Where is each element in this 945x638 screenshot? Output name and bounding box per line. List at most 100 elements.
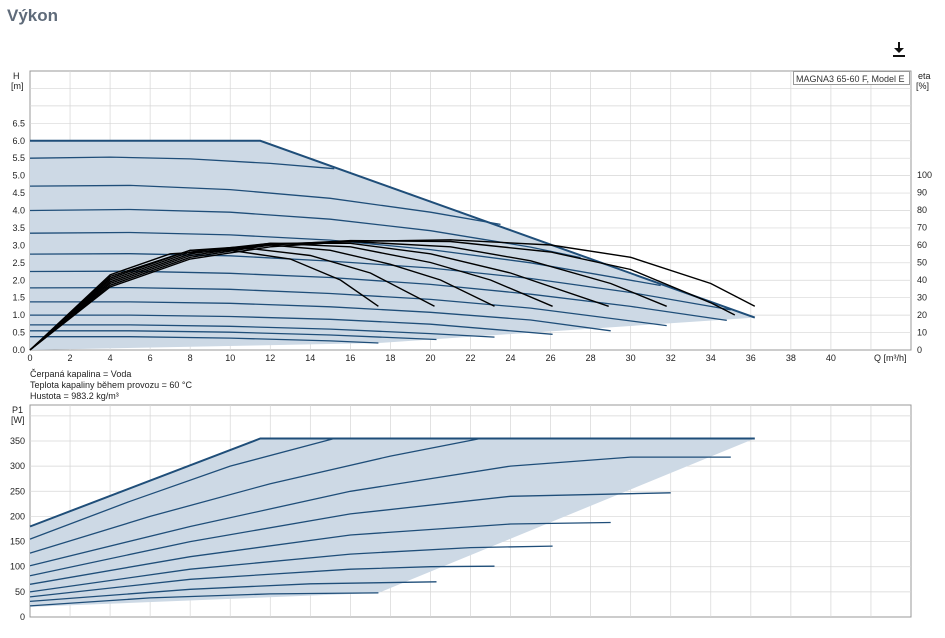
q-tick-label: 18 (385, 353, 395, 363)
power-axis-unit: [W] (11, 415, 25, 425)
q-tick-label: 40 (826, 353, 836, 363)
download-icon[interactable] (891, 41, 907, 57)
head-tick-label: 0.0 (12, 345, 25, 355)
power-axis-title: P1 (12, 405, 23, 415)
head-curve (30, 330, 437, 341)
eta-curve (29, 239, 736, 351)
power-tick-label: 250 (10, 486, 25, 496)
power-curve (29, 521, 611, 585)
density-label: Hustota = 983.2 kg/m³ (30, 391, 119, 401)
head-curve (30, 314, 553, 335)
power-tick-label: 50 (15, 587, 25, 597)
power-curve (29, 437, 481, 554)
eta-tick-label: 0 (917, 345, 922, 355)
q-tick-label: 6 (148, 353, 153, 363)
power-curve (29, 565, 495, 598)
q-tick-label: 0 (27, 353, 32, 363)
head-curve (29, 286, 667, 327)
power-curve (29, 592, 379, 607)
head-curve (29, 270, 727, 322)
head-tick-label: 2.5 (12, 258, 25, 268)
power-tick-label: 200 (10, 511, 25, 521)
head-tick-label: 6.0 (12, 136, 25, 146)
head-tick-label: 1.5 (12, 293, 25, 303)
eta-curve (29, 249, 379, 351)
power-tick-label: 300 (10, 461, 25, 471)
eta-tick-label: 20 (917, 310, 927, 320)
head-axis-unit: [m] (11, 81, 24, 91)
eta-curve (29, 242, 609, 351)
q-tick-label: 38 (786, 353, 796, 363)
power-curve (29, 545, 553, 593)
power-curve (29, 437, 335, 540)
q-tick-label: 22 (465, 353, 475, 363)
head-axis-title: H (13, 71, 20, 81)
q-tick-label: 16 (345, 353, 355, 363)
head-curve (29, 231, 661, 287)
temperature-label: Teplota kapaliny během provozu = 60 °C (30, 380, 192, 390)
q-tick-label: 14 (305, 353, 315, 363)
fluid-label: Čerpaná kapalina = Voda (30, 369, 132, 379)
head-tick-label: 4.0 (12, 206, 25, 216)
q-axis-label: Q [m³/h] (874, 353, 907, 363)
page-title: Výkon (7, 6, 59, 25)
power-curve (29, 456, 731, 567)
head-curve (29, 253, 731, 311)
head-curve (29, 184, 501, 226)
q-tick-label: 10 (225, 353, 235, 363)
eta-tick-label: 90 (917, 188, 927, 198)
eta-curve (29, 242, 553, 351)
power-chart: P1[W] 0 50 100 150 200 250 300 350 (10, 404, 912, 622)
q-tick-label: 20 (425, 353, 435, 363)
q-tick-label: 24 (506, 353, 516, 363)
head-curve (30, 301, 611, 332)
power-tick-label: 0 (20, 612, 25, 622)
head-tick-label: 6.5 (12, 118, 25, 128)
power-curve (29, 581, 437, 603)
q-tick-label: 26 (546, 353, 556, 363)
eta-tick-label: 10 (917, 328, 927, 338)
q-tick-label: 30 (626, 353, 636, 363)
q-tick-label: 2 (68, 353, 73, 363)
eta-tick-label: 80 (917, 205, 927, 215)
eta-tick-label: 60 (917, 240, 927, 250)
eta-tick-label: 30 (917, 293, 927, 303)
q-tick-label: 32 (666, 353, 676, 363)
q-tick-label: 8 (188, 353, 193, 363)
head-curve (29, 208, 581, 259)
head-tick-label: 5.5 (12, 153, 25, 163)
q-tick-label: 36 (746, 353, 756, 363)
eta-tick-label: 40 (917, 275, 927, 285)
head-tick-label: 5.0 (12, 171, 25, 181)
q-tick-label: 4 (108, 353, 113, 363)
power-tick-label: 350 (10, 436, 25, 446)
eta-tick-label: 70 (917, 223, 927, 233)
head-tick-label: 1.0 (12, 310, 25, 320)
eta-curve (29, 244, 495, 351)
power-tick-label: 150 (10, 537, 25, 547)
head-curve (30, 336, 379, 344)
head-chart: H[m] eta[%] 0.0 0.5 1.0 1.5 2.0 2.5 3.0 3.5 4.0 4.5… (11, 70, 932, 363)
eta-axis-unit: [%] (916, 81, 929, 91)
head-tick-label: 3.5 (12, 223, 25, 233)
eta-tick-label: 50 (917, 258, 927, 268)
head-max-curve (30, 139, 756, 319)
eta-curve (29, 240, 667, 351)
eta-curve (29, 247, 435, 351)
head-curve (30, 324, 495, 338)
q-tick-label: 28 (586, 353, 596, 363)
head-tick-label: 4.5 (12, 188, 25, 198)
head-curve (29, 156, 335, 170)
power-curve (29, 492, 671, 577)
power-tick-label: 100 (10, 562, 25, 572)
head-tick-label: 3.0 (12, 240, 25, 250)
head-tick-label: 2.0 (12, 275, 25, 285)
q-tick-label: 34 (706, 353, 716, 363)
power-max-curve (29, 437, 755, 528)
head-tick-label: 0.5 (12, 328, 25, 338)
q-tick-label: 12 (265, 353, 275, 363)
eta-tick-label: 100 (917, 170, 932, 180)
power-envelope-area (30, 438, 755, 607)
eta-axis-title: eta (918, 71, 931, 81)
